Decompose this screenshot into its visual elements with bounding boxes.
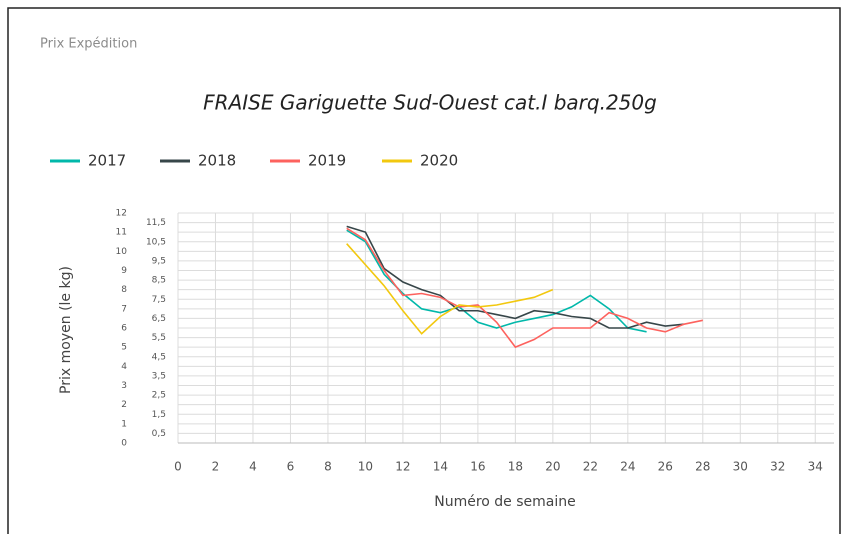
- y-tick-label: 11,5: [146, 218, 166, 228]
- legend-label: 2020: [420, 152, 458, 170]
- y-tick-label: 5,5: [152, 333, 166, 343]
- series-line: [346, 227, 703, 349]
- x-tick-label: 28: [695, 460, 710, 474]
- x-tick-label: 20: [545, 460, 560, 474]
- y-tick-label: 9: [121, 266, 127, 276]
- y-tick-label: 6,5: [152, 314, 166, 324]
- panel-header: Prix Expédition: [40, 37, 137, 52]
- y-tick-label: 8: [121, 285, 127, 295]
- y-tick-label: 0: [121, 439, 127, 449]
- x-tick-label: 32: [770, 460, 785, 474]
- x-tick-label: 16: [470, 460, 485, 474]
- x-tick-label: 34: [808, 460, 823, 474]
- legend-label: 2019: [308, 152, 346, 170]
- x-tick-label: 30: [733, 460, 748, 474]
- y-tick-label: 10,5: [146, 237, 166, 247]
- series-line: [346, 243, 554, 335]
- x-tick-label: 24: [620, 460, 635, 474]
- y-tick-label: 11: [116, 228, 127, 238]
- y-tick-label: 0,5: [152, 429, 166, 439]
- y-tick-label: 4: [121, 362, 127, 372]
- y-tick-label: 5: [121, 343, 127, 353]
- y-tick-label: 6: [121, 324, 127, 334]
- chart-title: FRAISE Gariguette Sud-Ouest cat.I barq.2…: [203, 91, 657, 115]
- x-tick-label: 26: [658, 460, 673, 474]
- y-tick-label: 9,5: [152, 256, 166, 266]
- x-tick-label: 12: [395, 460, 410, 474]
- y-tick-label: 2,5: [152, 391, 166, 401]
- x-tick-label: 4: [249, 460, 257, 474]
- y-axis-label: Prix moyen (le kg): [58, 266, 74, 394]
- x-tick-label: 10: [358, 460, 373, 474]
- x-axis-label: Numéro de semaine: [434, 494, 576, 510]
- x-tick-label: 8: [324, 460, 332, 474]
- y-tick-label: 12: [116, 209, 127, 219]
- y-tick-label: 2: [121, 400, 127, 410]
- y-tick-label: 8,5: [152, 276, 166, 286]
- y-tick-label: 7,5: [152, 295, 166, 305]
- x-tick-label: 0: [174, 460, 182, 474]
- y-tick-label: 7: [121, 304, 127, 314]
- x-tick-label: 6: [287, 460, 295, 474]
- x-tick-label: 22: [583, 460, 598, 474]
- y-tick-label: 3: [121, 381, 127, 391]
- y-tick-label: 1,5: [152, 410, 166, 420]
- x-tick-label: 14: [433, 460, 448, 474]
- legend-label: 2017: [88, 152, 126, 170]
- x-tick-label: 2: [212, 460, 220, 474]
- y-tick-label: 3,5: [152, 371, 166, 381]
- x-tick-label: 18: [508, 460, 523, 474]
- y-tick-label: 10: [116, 247, 128, 257]
- y-tick-label: 4,5: [152, 352, 166, 362]
- series-line: [346, 225, 685, 329]
- panel: [7, 7, 841, 538]
- y-tick-label: 1: [121, 419, 127, 429]
- legend-label: 2018: [198, 152, 236, 170]
